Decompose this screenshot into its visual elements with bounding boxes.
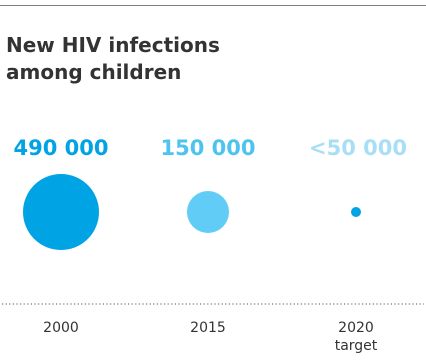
data-label-0: 490 000	[14, 136, 109, 160]
chart-marks: 490 000 150 000 <50 000 2000 2015 2020 target	[14, 136, 407, 354]
bubble-0	[23, 174, 99, 250]
x-tick-label-2-0: 2020	[338, 320, 374, 336]
bubble-1	[187, 191, 229, 233]
chart-title: New HIV infections among children	[6, 33, 227, 84]
chart-title-line-2: among children	[6, 60, 181, 84]
x-tick-label-2-1: target	[335, 338, 378, 354]
data-label-2: <50 000	[309, 136, 407, 160]
data-label-1: 150 000	[161, 136, 256, 160]
x-tick-label-1-0: 2015	[190, 320, 226, 336]
x-tick-label-0-0: 2000	[43, 320, 79, 336]
bubble-2	[351, 207, 361, 217]
chart-title-line-1: New HIV infections	[6, 33, 220, 57]
